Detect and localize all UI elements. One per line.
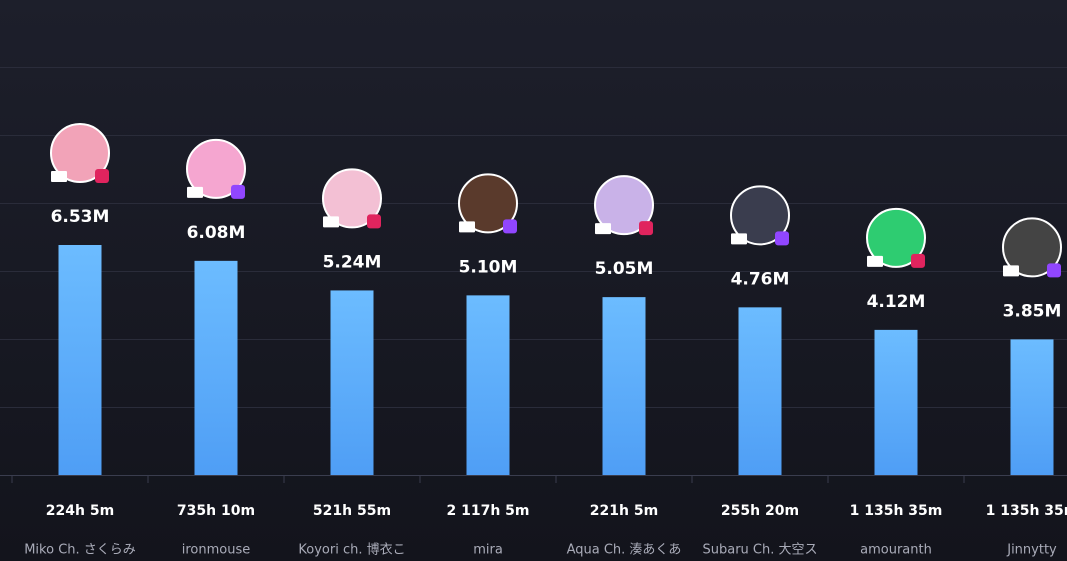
value-label: 6.08M [187,223,246,243]
grid [0,67,1067,408]
platform-icon [911,253,925,268]
value-label: 5.10M [459,257,518,277]
value-label: 5.05M [595,259,654,279]
x-tick-label: Koyori ch. 博衣こ [298,542,405,558]
platform-icon [775,231,789,246]
watch-time: 1 135h 35m [850,503,943,519]
watch-time: 224h 5m [46,503,114,519]
bar [738,307,782,475]
avatar [50,123,110,183]
flag-icon [51,171,67,182]
value-label: 3.85M [1003,301,1062,321]
bar [602,297,646,475]
bar [466,295,510,475]
flag-icon [323,216,339,228]
avatar [866,207,926,268]
value-label: 4.12M [867,292,926,312]
avatar [1002,217,1062,278]
avatar [730,185,790,246]
platform-icon [503,219,517,234]
flag-icon [459,221,475,233]
flag-icon [731,233,747,245]
flag-icon [867,255,883,267]
avatar [186,138,246,199]
watch-time: 2 117h 5m [446,503,529,519]
x-tick-label: Miko Ch. さくらみ [24,543,136,558]
flag-icon [1003,265,1019,277]
platform-icon [1047,263,1061,278]
bar [1010,339,1054,475]
x-tick-label: Jinnytty [1006,543,1057,558]
watch-time: 221h 5m [590,503,658,519]
watch-time: 735h 10m [177,503,255,519]
avatar [458,173,518,234]
watch-time: 1 135h 35m [986,503,1067,519]
platform-icon [231,184,245,199]
bar [194,260,238,475]
watch-time: 255h 20m [721,503,799,519]
platform-icon [367,214,381,229]
flag-icon [595,223,611,235]
avatar [322,168,382,229]
platform-icon [639,221,653,236]
bar [874,329,918,475]
watch-time: 521h 55m [313,503,391,519]
avatar [594,175,654,236]
platform-icon [95,169,109,183]
value-label: 5.24M [323,252,382,272]
x-tick-label: amouranth [860,543,932,558]
bar [330,290,374,475]
x-tick-label: mira [473,543,503,558]
bar [58,245,102,475]
flag-icon [187,186,203,198]
value-label: 4.76M [731,269,790,289]
x-tick-label: ironmouse [182,543,251,558]
x-tick-label: Aqua Ch. 湊あくあ [567,543,682,558]
x-tick-label: Subaru Ch. 大空ス [702,543,817,558]
value-label: 6.53M [51,207,110,227]
